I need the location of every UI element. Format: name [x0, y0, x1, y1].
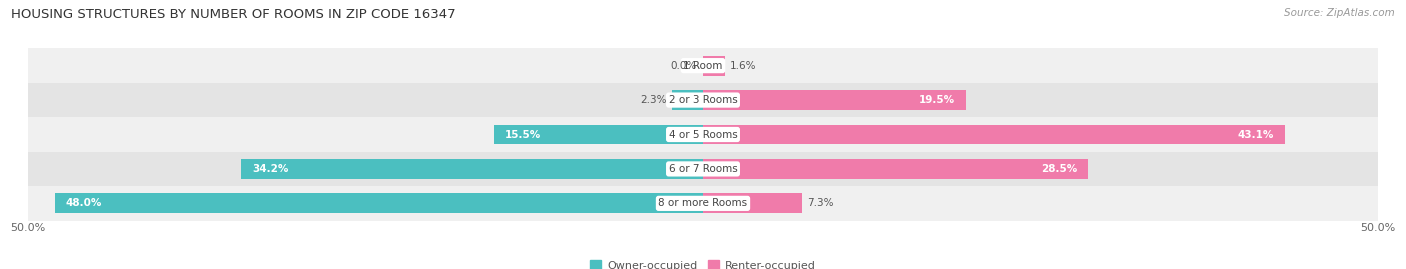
Bar: [494, 125, 703, 144]
Text: 8 or more Rooms: 8 or more Rooms: [658, 198, 748, 208]
Text: Source: ZipAtlas.com: Source: ZipAtlas.com: [1284, 8, 1395, 18]
Text: 4 or 5 Rooms: 4 or 5 Rooms: [669, 129, 737, 140]
Text: 2 or 3 Rooms: 2 or 3 Rooms: [669, 95, 737, 105]
Bar: [703, 90, 966, 110]
Text: 28.5%: 28.5%: [1040, 164, 1077, 174]
Text: 15.5%: 15.5%: [505, 129, 541, 140]
Text: 0.0%: 0.0%: [671, 61, 696, 71]
Bar: [28, 152, 1378, 186]
Text: 7.3%: 7.3%: [807, 198, 834, 208]
Bar: [55, 193, 703, 213]
Bar: [672, 90, 703, 110]
Text: 19.5%: 19.5%: [920, 95, 956, 105]
Bar: [703, 125, 1285, 144]
Bar: [28, 186, 1378, 221]
Bar: [703, 159, 1088, 179]
Text: 1 Room: 1 Room: [683, 61, 723, 71]
Text: 34.2%: 34.2%: [252, 164, 288, 174]
Bar: [242, 159, 703, 179]
Text: 2.3%: 2.3%: [640, 95, 666, 105]
Bar: [703, 193, 801, 213]
Legend: Owner-occupied, Renter-occupied: Owner-occupied, Renter-occupied: [586, 256, 820, 269]
Text: 1.6%: 1.6%: [730, 61, 756, 71]
Bar: [28, 117, 1378, 152]
Text: HOUSING STRUCTURES BY NUMBER OF ROOMS IN ZIP CODE 16347: HOUSING STRUCTURES BY NUMBER OF ROOMS IN…: [11, 8, 456, 21]
Bar: [703, 56, 724, 76]
Bar: [28, 48, 1378, 83]
Text: 48.0%: 48.0%: [66, 198, 103, 208]
Text: 6 or 7 Rooms: 6 or 7 Rooms: [669, 164, 737, 174]
Bar: [28, 83, 1378, 117]
Text: 43.1%: 43.1%: [1237, 129, 1274, 140]
